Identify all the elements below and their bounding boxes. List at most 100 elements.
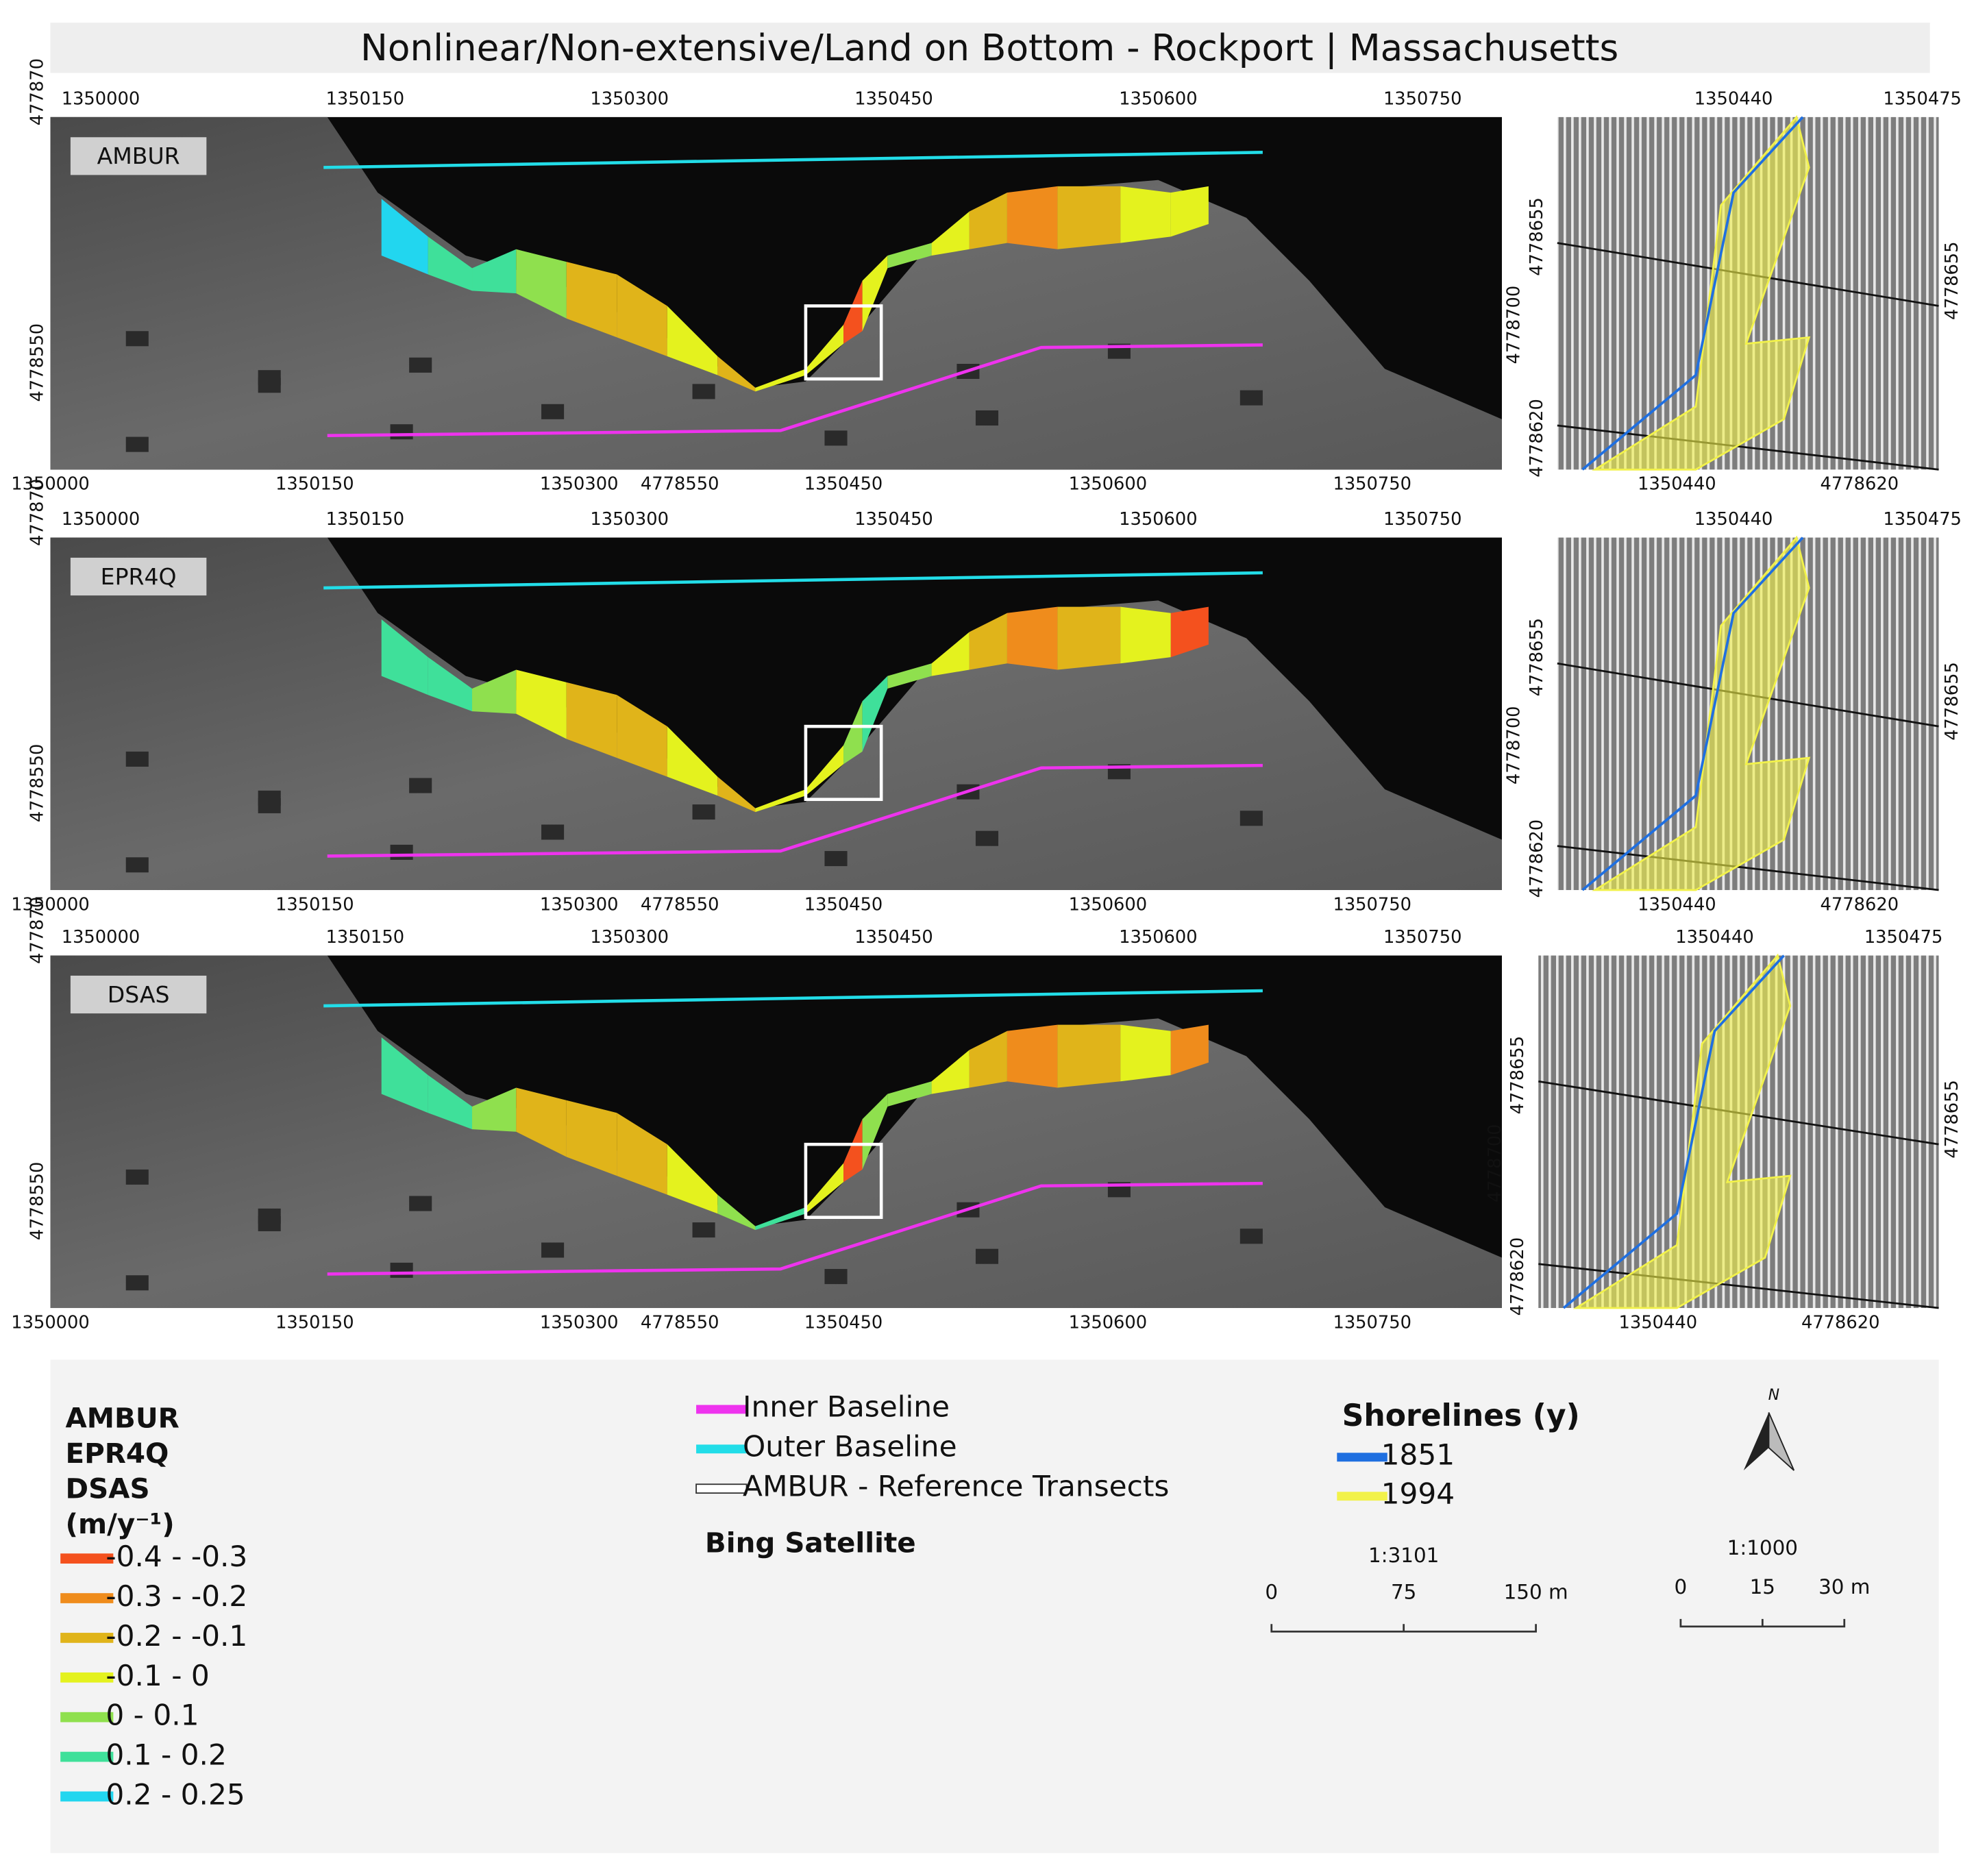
- house: [409, 357, 432, 373]
- map-panel: EPR4Q 1350000 1350150 1350300 1350450 1350600…: [11, 479, 1962, 915]
- inset-left-label: 4778620: [1527, 819, 1547, 898]
- legend-class-label: 0 - 0.1: [106, 1699, 199, 1732]
- scale-label: 30 m: [1818, 1575, 1870, 1599]
- panel-label: EPR4Q: [101, 563, 177, 590]
- shoreline-change-segment: [566, 1100, 617, 1176]
- house: [1239, 811, 1263, 826]
- shoreline-change-segment: [862, 1094, 888, 1170]
- shoreline-change-segment: [1007, 606, 1058, 670]
- shoreline-1994: [1592, 114, 1811, 471]
- bottom-coordinate-label: 4778550: [641, 894, 719, 915]
- bottom-coordinate-label: 1350750: [1333, 894, 1411, 915]
- shoreline-change-segment: [862, 255, 888, 332]
- bottom-coordinate-label: 1350300: [540, 894, 619, 915]
- shoreline-change-segment: [1120, 606, 1171, 664]
- outer-baseline: [323, 989, 1263, 1008]
- house: [125, 1169, 149, 1185]
- map-panel: DSAS 1350000 1350150 1350300 1350450 1350600 1…: [11, 897, 1962, 1333]
- shoreline-change-segment: [755, 369, 806, 392]
- shoreline-change-segment: [667, 306, 718, 375]
- legend-line-swatch: [695, 1483, 748, 1494]
- shoreline-change-segment: [1120, 1024, 1171, 1082]
- shoreline-change-segment: [717, 1194, 756, 1231]
- house: [824, 1269, 848, 1285]
- scale-label: 0: [1675, 1575, 1688, 1599]
- shoreline-change-segment: [667, 726, 718, 796]
- legend-swatch: [60, 1633, 114, 1643]
- shoreline-change-segment: [516, 249, 567, 319]
- legend-title: EPR4Q: [66, 1437, 169, 1470]
- shoreline-change-segment: [1120, 186, 1171, 243]
- shoreline-change-segment: [1007, 1024, 1058, 1088]
- left-coordinate-label: 4778550: [27, 744, 47, 823]
- shoreline-change-segment: [617, 695, 667, 777]
- legend-class-label: 0.2 - 0.25: [106, 1777, 245, 1811]
- shoreline-change-segment: [381, 199, 428, 275]
- inset-top-label: 1350440: [1694, 509, 1773, 530]
- scale-ratio: 1:1000: [1727, 1536, 1798, 1559]
- house: [390, 424, 413, 440]
- top-coordinate-label: 1350300: [590, 509, 669, 530]
- legend-line-label: Outer Baseline: [743, 1429, 957, 1463]
- bottom-coordinate-label: 1350000: [11, 894, 90, 915]
- scale-label: 0: [1265, 1580, 1278, 1603]
- shoreline-change-segment: [805, 325, 844, 375]
- legend-line-swatch: [696, 1405, 747, 1414]
- shoreline-change-segment: [931, 1050, 970, 1094]
- top-coordinate-label: 1350450: [854, 509, 933, 530]
- inset-top-label: 1350475: [1864, 927, 1943, 948]
- house: [541, 824, 565, 840]
- shoreline-change-segment: [516, 669, 567, 739]
- inset-box: [804, 1142, 883, 1220]
- inset-right-label: 4778655: [1942, 241, 1962, 320]
- left-coordinate-label: 477870: [27, 479, 47, 546]
- top-coordinate-label: 1350600: [1119, 927, 1198, 948]
- inset-top-label: 1350440: [1694, 89, 1773, 110]
- legend-swatch: [60, 1672, 114, 1683]
- bottom-coordinate-label: 1350300: [540, 474, 619, 495]
- panel-label: DSAS: [108, 981, 170, 1008]
- title: Nonlinear/Non-extensive/Land on Bottom -…: [360, 27, 1618, 69]
- panel-label: AMBUR: [97, 143, 180, 169]
- shoreline-change-segment: [843, 280, 863, 344]
- bottom-coordinate-label: 1350450: [804, 894, 883, 915]
- shoreline-change-segment: [805, 1163, 844, 1214]
- top-coordinate-label: 1350750: [1383, 89, 1462, 110]
- house: [409, 778, 432, 793]
- inset-bottom-label: 1350440: [1619, 1312, 1698, 1333]
- shoreline-change-segment: [862, 676, 888, 752]
- legend-swatch: [60, 1791, 114, 1802]
- top-coordinate-label: 1350750: [1383, 927, 1462, 948]
- scale-ratio: 1:3101: [1368, 1544, 1439, 1567]
- shoreline-change-segment: [717, 356, 756, 392]
- shoreline-label: 1994: [1381, 1477, 1455, 1510]
- shoreline-change-segment: [428, 236, 473, 291]
- shoreline-change-segment: [755, 1207, 806, 1231]
- shoreline-change-segment: [755, 789, 806, 813]
- shoreline-change-segment: [381, 619, 428, 695]
- inset-box: [804, 304, 883, 381]
- top-coordinate-label: 1350750: [1383, 509, 1462, 530]
- inset-grid-line: [1538, 1263, 1939, 1309]
- scale-bar: [1270, 1624, 1537, 1633]
- shoreline-1994: [1572, 953, 1792, 1309]
- shoreline-change-segment: [887, 1081, 932, 1107]
- shoreline-change-segment: [472, 249, 517, 294]
- inner-baseline: [327, 1181, 1263, 1276]
- shoreline-change-segment: [969, 613, 1007, 670]
- shoreline-change-segment: [428, 1075, 473, 1130]
- top-coordinate-label: 1350150: [326, 89, 405, 110]
- scale-label: 75: [1391, 1580, 1416, 1603]
- bottom-coordinate-label: 4778550: [641, 474, 719, 495]
- inset-left-label: 4778655: [1527, 618, 1547, 697]
- inset-left-label: 4778700: [1504, 286, 1525, 365]
- inset-bottom-label: 4778620: [1801, 1312, 1880, 1333]
- inset-grid-line: [1557, 845, 1939, 891]
- left-coordinate-label: 477870: [27, 897, 47, 964]
- inset-left-label: 4778655: [1507, 1036, 1528, 1115]
- bottom-coordinate-label: 1350750: [1333, 474, 1411, 495]
- legend-class-label: -0.4 - -0.3: [106, 1540, 247, 1573]
- bottom-coordinate-label: 1350600: [1069, 474, 1148, 495]
- house: [258, 370, 281, 386]
